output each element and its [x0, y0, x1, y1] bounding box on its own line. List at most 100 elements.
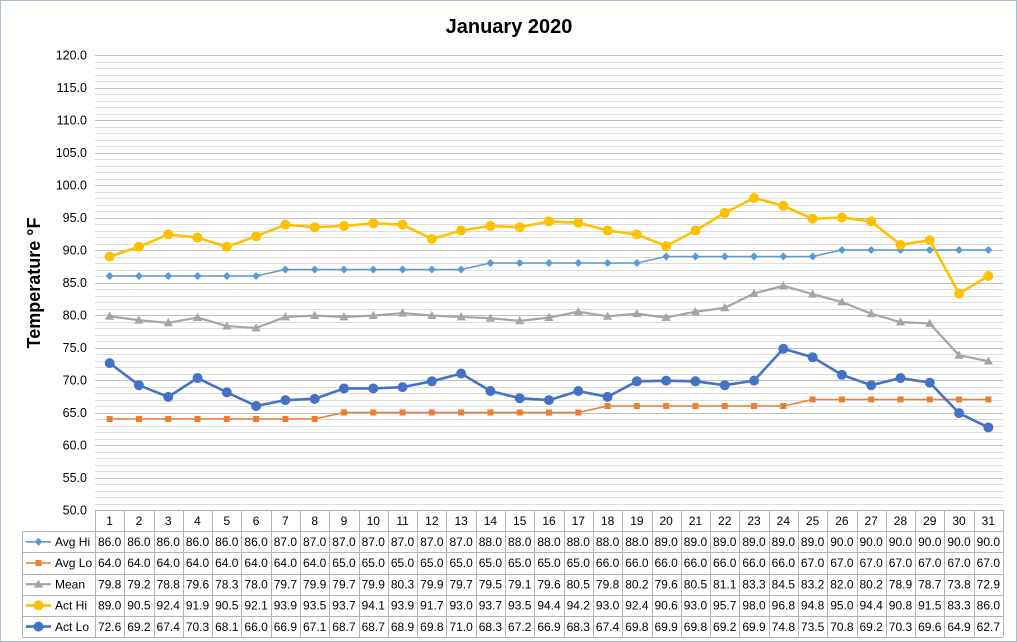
data-point-act-lo [456, 368, 467, 379]
data-point-act-hi [778, 200, 789, 211]
data-point-avg-hi [310, 265, 319, 274]
table-cell-avg-hi: 90.0 [947, 535, 971, 549]
table-cell-act-lo: 70.3 [889, 620, 913, 634]
data-point-mean [485, 313, 496, 322]
table-header-cell: 31 [982, 514, 996, 528]
table-cell-act-lo: 68.3 [567, 620, 591, 634]
data-point-act-lo [485, 386, 496, 397]
data-point-avg-hi [427, 265, 436, 274]
data-point-mean [720, 303, 730, 312]
data-point-avg-lo [340, 409, 347, 416]
data-point-avg-lo [135, 416, 142, 422]
data-point-avg-hi [252, 272, 261, 280]
data-point-avg-hi [193, 272, 202, 280]
data-point-avg-hi [867, 246, 876, 254]
table-cell-act-hi: 98.0 [742, 599, 766, 613]
data-point-act-lo [719, 380, 730, 391]
table-cell-avg-hi: 88.0 [596, 535, 620, 549]
data-point-act-lo [661, 375, 672, 386]
data-point-mean [397, 308, 408, 317]
data-point-avg-hi [134, 272, 143, 280]
table-cell-act-hi: 90.5 [127, 599, 151, 613]
data-point-act-hi [397, 219, 408, 230]
data-point-mean [456, 312, 466, 321]
table-cell-act-lo: 67.4 [596, 620, 620, 634]
data-point-avg-hi [105, 272, 114, 280]
legend-key-marker [33, 579, 44, 588]
table-cell-mean: 79.7 [274, 577, 298, 591]
table-cell-avg-hi: 89.0 [801, 535, 825, 549]
data-point-act-lo [778, 343, 789, 354]
table-cell-act-hi: 83.3 [947, 599, 971, 613]
y-tick-label: 55.0 [63, 471, 87, 485]
data-point-avg-lo [370, 409, 377, 416]
data-point-act-lo [983, 422, 994, 433]
y-tick-label: 75.0 [63, 341, 87, 355]
data-point-avg-hi [662, 252, 671, 261]
data-point-act-hi [338, 220, 349, 231]
series-avg-lo [106, 396, 992, 422]
data-point-mean [105, 311, 115, 320]
data-point-act-lo [133, 380, 144, 391]
table-cell-act-hi: 91.5 [918, 599, 942, 613]
table-cell-mean: 79.6 [186, 577, 210, 591]
table-cell-mean: 82.0 [830, 577, 854, 591]
table-cell-act-hi: 94.4 [860, 599, 884, 613]
row-label-avg-hi: Avg Hi [55, 535, 90, 549]
table-header-cell: 15 [513, 514, 527, 528]
y-tick-label: 80.0 [63, 309, 87, 323]
table-cell-mean: 80.2 [860, 577, 884, 591]
data-point-avg-hi [720, 252, 729, 261]
data-point-avg-hi [984, 246, 993, 254]
data-point-act-hi [368, 218, 379, 229]
data-point-avg-lo [926, 396, 933, 403]
table-header-cell: 2 [136, 514, 143, 528]
data-point-mean [251, 323, 261, 332]
table-cell-avg-hi: 88.0 [479, 535, 503, 549]
table-cell-avg-lo: 65.0 [332, 556, 356, 570]
data-point-avg-lo [809, 396, 816, 403]
data-point-mean [778, 280, 788, 290]
table-cell-avg-lo: 65.0 [449, 556, 473, 570]
table-cell-avg-lo: 64.0 [244, 556, 268, 570]
data-point-act-hi [602, 225, 613, 236]
table-header-cell: 25 [806, 514, 820, 528]
series-mean [105, 280, 993, 365]
table-cell-avg-lo: 66.0 [742, 556, 766, 570]
data-point-mean [544, 312, 554, 321]
data-point-avg-hi [750, 252, 759, 261]
data-point-avg-lo [253, 416, 260, 422]
table-cell-avg-lo: 66.0 [596, 556, 620, 570]
data-point-act-hi [544, 216, 555, 227]
data-point-act-hi [192, 232, 203, 243]
data-point-avg-hi [925, 246, 934, 254]
table-header-cell: 28 [894, 514, 908, 528]
table-cell-act-hi: 95.0 [830, 599, 854, 613]
table-cell-act-lo: 70.3 [186, 620, 210, 634]
data-point-act-lo [280, 395, 291, 406]
table-cell-act-lo: 67.4 [157, 620, 181, 634]
data-point-act-lo [895, 373, 906, 384]
data-point-mean [983, 356, 993, 365]
data-point-act-lo [749, 375, 760, 386]
table-cell-act-hi: 90.6 [654, 599, 678, 613]
table-cell-act-hi: 94.4 [537, 599, 561, 613]
table-cell-avg-lo: 64.0 [303, 556, 327, 570]
table-cell-avg-lo: 67.0 [889, 556, 913, 570]
table-header-cell: 16 [542, 514, 556, 528]
data-point-act-lo [924, 377, 935, 388]
table-cell-act-hi: 93.0 [449, 599, 473, 613]
table-header-cell: 29 [923, 514, 937, 528]
table-cell-act-lo: 73.5 [801, 620, 825, 634]
data-point-act-hi [133, 241, 144, 252]
table-cell-mean: 78.7 [918, 577, 942, 591]
table-cell-avg-lo: 65.0 [362, 556, 386, 570]
series-avg-hi [105, 246, 993, 280]
data-point-act-lo [104, 358, 115, 369]
table-cell-avg-lo: 66.0 [625, 556, 649, 570]
table-cell-act-hi: 90.8 [889, 599, 913, 613]
table-cell-avg-lo: 64.0 [186, 556, 210, 570]
legend-key-act-lo [26, 621, 51, 632]
legend-key-marker [33, 621, 44, 632]
table-header-cell: 14 [484, 514, 498, 528]
